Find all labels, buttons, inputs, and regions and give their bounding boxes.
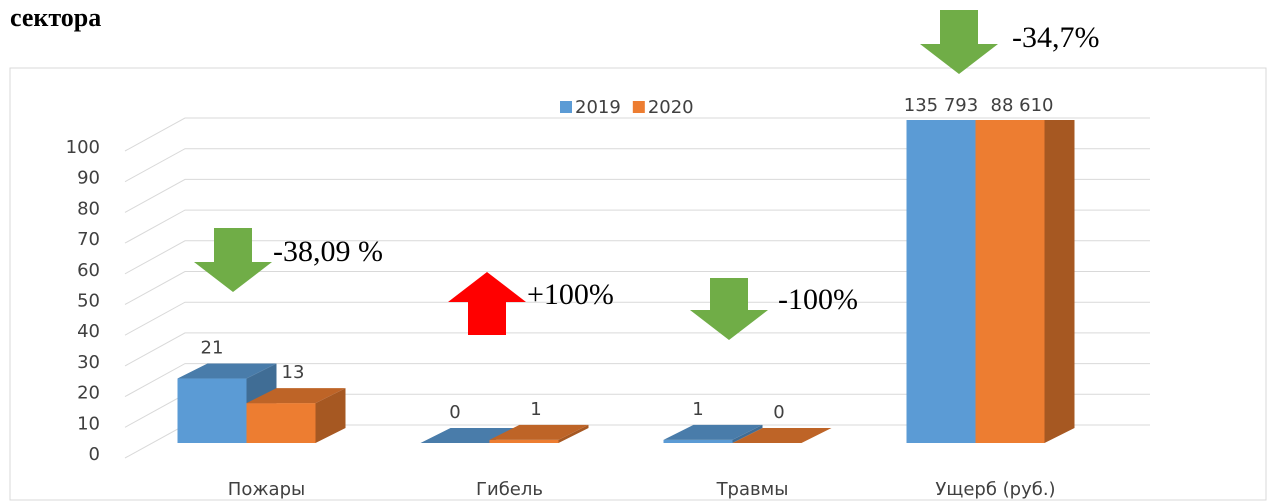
- chart-title: сектора: [10, 3, 101, 32]
- grid-line: [124, 240, 1150, 275]
- x-tick-label: Травмы: [716, 479, 789, 500]
- legend-label: 2020: [648, 97, 694, 118]
- bar: [177, 378, 247, 443]
- legend-swatch: [632, 101, 645, 113]
- legend-swatch: [560, 101, 572, 113]
- annotation: -100%: [778, 283, 858, 316]
- data-label: 21: [201, 338, 224, 359]
- bar: [246, 403, 316, 443]
- data-label: 13: [282, 362, 305, 383]
- annotation: +100%: [527, 278, 614, 311]
- data-label: 135 793: [904, 95, 978, 116]
- bar-side: [732, 424, 763, 443]
- bar: [663, 439, 733, 443]
- x-tick-label: Ущерб (руб.): [935, 479, 1055, 500]
- y-tick-label: 60: [77, 260, 100, 281]
- grid-line: [124, 332, 1150, 367]
- data-label: 0: [449, 402, 460, 423]
- x-tick-label: Гибель: [476, 479, 543, 500]
- annotation: -34,7%: [1012, 21, 1099, 54]
- bar: [975, 120, 1045, 443]
- data-label: 88 610: [991, 95, 1054, 116]
- grid-line: [124, 301, 1150, 336]
- y-tick-label: 80: [77, 198, 100, 219]
- bar: [906, 120, 976, 443]
- x-tick-label: Пожары: [228, 479, 305, 500]
- y-tick-label: 50: [77, 291, 100, 312]
- y-tick-label: 90: [77, 168, 100, 189]
- y-tick-label: 100: [66, 137, 100, 158]
- bar-top: [177, 363, 277, 379]
- y-tick-label: 0: [89, 444, 100, 465]
- bar-top: [663, 424, 763, 440]
- grid-line: [124, 363, 1150, 398]
- data-label: 1: [530, 399, 541, 420]
- grid-line: [124, 117, 1150, 152]
- chart-border: [9, 67, 1267, 501]
- arrow-down: [690, 278, 768, 340]
- bar-top: [246, 388, 346, 404]
- y-tick-label: 40: [77, 321, 100, 342]
- y-tick-label: 30: [77, 352, 100, 373]
- grid-line: [124, 148, 1150, 183]
- arrow-down: [194, 228, 272, 292]
- grid-line: [124, 271, 1150, 305]
- bar-side: [315, 388, 346, 443]
- bar: [489, 439, 559, 443]
- y-tick-label: 70: [77, 229, 100, 250]
- bar-side: [558, 424, 589, 443]
- bar-top: [732, 428, 832, 443]
- annotation: -38,09 %: [273, 235, 383, 268]
- bar-top: [489, 424, 589, 440]
- legend-label: 2019: [575, 97, 621, 118]
- y-tick-label: 10: [77, 413, 100, 434]
- grid-line: [124, 209, 1150, 244]
- data-label: 1: [692, 399, 703, 420]
- arrow-down: [920, 10, 998, 74]
- grid-line: [124, 178, 1150, 213]
- arrow-up: [448, 272, 526, 335]
- data-label: 0: [773, 402, 784, 423]
- bar-side: [1044, 120, 1075, 443]
- y-tick-label: 20: [77, 383, 100, 404]
